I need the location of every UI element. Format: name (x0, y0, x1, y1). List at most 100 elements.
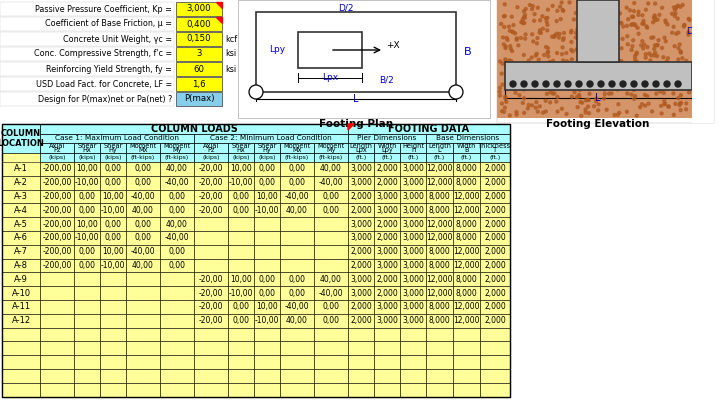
Text: 3,000: 3,000 (376, 316, 398, 325)
Circle shape (504, 58, 507, 61)
Bar (126, 328, 160, 341)
Text: 0,00: 0,00 (104, 164, 122, 173)
Bar (374, 217, 400, 231)
Text: A-7: A-7 (14, 247, 28, 256)
Bar (348, 369, 374, 383)
Circle shape (630, 23, 633, 26)
Circle shape (656, 18, 659, 21)
Bar (298, 32, 362, 68)
Bar (314, 245, 348, 259)
Bar (228, 273, 254, 286)
Bar (453, 328, 480, 341)
Circle shape (552, 92, 554, 95)
Text: -10,00: -10,00 (75, 178, 99, 187)
Circle shape (687, 17, 690, 20)
Circle shape (527, 103, 530, 107)
Circle shape (562, 69, 564, 72)
Bar (126, 217, 160, 231)
Circle shape (618, 59, 621, 62)
Text: 2,000: 2,000 (376, 164, 398, 173)
Circle shape (510, 49, 513, 53)
Circle shape (620, 21, 623, 25)
Text: 2,000: 2,000 (484, 247, 506, 256)
Circle shape (546, 23, 549, 26)
Circle shape (529, 78, 532, 81)
Circle shape (556, 96, 559, 98)
Circle shape (630, 49, 633, 51)
Circle shape (504, 97, 507, 100)
Text: Width: Width (377, 143, 397, 149)
Text: 10,00: 10,00 (256, 303, 278, 311)
Circle shape (673, 68, 676, 72)
Bar (228, 190, 254, 203)
Bar (74, 259, 100, 273)
Circle shape (667, 105, 670, 108)
Circle shape (524, 87, 527, 90)
Text: 10,00: 10,00 (102, 192, 124, 201)
Circle shape (661, 6, 664, 9)
Text: USD Load Fact. for Concrete, LF =: USD Load Fact. for Concrete, LF = (36, 79, 172, 89)
Bar (374, 143, 400, 153)
Bar (100, 273, 126, 286)
Circle shape (644, 104, 647, 107)
Circle shape (677, 58, 680, 61)
Circle shape (634, 58, 636, 61)
Bar (400, 341, 426, 355)
Bar (348, 153, 374, 162)
Circle shape (624, 72, 627, 76)
Text: Length: Length (349, 143, 372, 149)
Circle shape (626, 43, 629, 46)
Circle shape (685, 102, 688, 105)
Circle shape (677, 4, 680, 7)
Text: -20,00: -20,00 (199, 164, 223, 173)
Bar (74, 286, 100, 300)
Bar (194, 341, 228, 355)
Text: Reinforcing Yield Strength, fy =: Reinforcing Yield Strength, fy = (46, 64, 172, 73)
Text: 0,00: 0,00 (78, 206, 96, 215)
Bar (314, 286, 348, 300)
Bar (74, 217, 100, 231)
Circle shape (554, 81, 560, 87)
Circle shape (675, 32, 678, 35)
Circle shape (602, 84, 605, 87)
Circle shape (652, 16, 655, 19)
Circle shape (575, 11, 577, 15)
Text: 0,00: 0,00 (78, 247, 96, 256)
Circle shape (672, 113, 675, 116)
Circle shape (508, 114, 511, 117)
Circle shape (523, 97, 526, 100)
Text: 3,000: 3,000 (402, 220, 424, 228)
Bar (160, 203, 194, 217)
Bar (0, 77, 174, 91)
Text: (kips): (kips) (48, 155, 66, 160)
Circle shape (639, 67, 642, 70)
Bar (2, 328, 40, 341)
Text: Axial: Axial (203, 143, 219, 149)
Bar (280, 203, 314, 217)
Circle shape (557, 36, 560, 39)
Circle shape (608, 35, 611, 38)
Bar (74, 203, 100, 217)
Bar (348, 143, 374, 153)
Circle shape (609, 56, 612, 60)
Circle shape (610, 92, 613, 95)
Circle shape (576, 81, 582, 87)
Circle shape (560, 107, 564, 110)
Circle shape (528, 4, 531, 6)
Circle shape (610, 18, 613, 21)
Text: -40,00: -40,00 (131, 247, 156, 256)
Text: 2,000: 2,000 (484, 178, 506, 187)
Bar (280, 176, 314, 190)
Text: 0,00: 0,00 (78, 192, 96, 201)
Bar (254, 259, 280, 273)
Text: 3,000: 3,000 (402, 164, 424, 173)
Bar (348, 355, 374, 369)
Circle shape (673, 15, 676, 17)
Bar (40, 176, 74, 190)
Bar (280, 355, 314, 369)
Circle shape (675, 5, 678, 8)
Circle shape (631, 15, 634, 18)
Circle shape (654, 2, 657, 5)
Text: 0,00: 0,00 (258, 289, 276, 298)
Circle shape (595, 97, 598, 100)
